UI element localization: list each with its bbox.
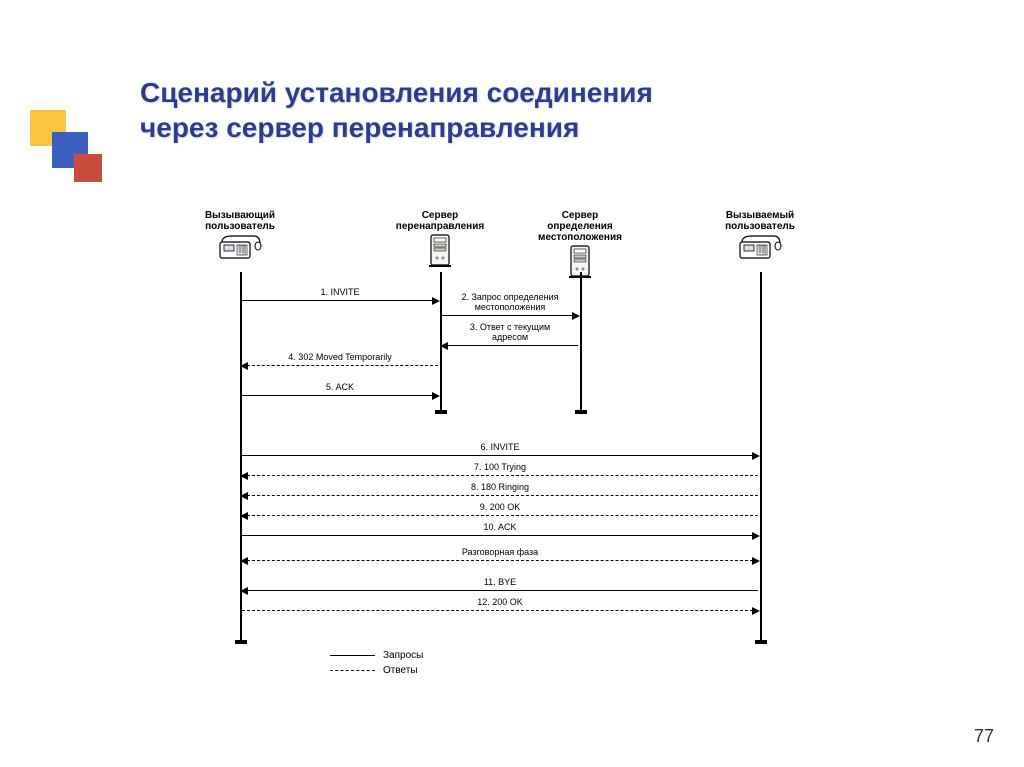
participant-label: Серверперенаправления <box>380 210 500 232</box>
arrow-head-icon <box>752 557 760 565</box>
lifeline <box>760 272 762 640</box>
arrow-head-icon <box>240 472 248 480</box>
message-label: 8. 180 Ringing <box>469 483 531 493</box>
message-arrow <box>242 300 438 301</box>
message-arrow <box>242 475 758 476</box>
phone-icon <box>700 234 820 263</box>
arrow-head-icon <box>240 362 248 370</box>
message-label: 3. Ответ с текущимадресом <box>468 323 552 343</box>
legend: Запросы Ответы <box>330 650 423 676</box>
slide-title: Сценарий установления соединения через с… <box>140 75 653 145</box>
message-arrow <box>242 365 438 366</box>
message-label: 2. Запрос определенияместоположения <box>459 293 560 313</box>
message-arrow <box>242 395 438 396</box>
message-label: 1. INVITE <box>318 288 361 298</box>
arrow-head-icon <box>240 492 248 500</box>
participant-label: Вызываемыйпользователь <box>700 210 820 232</box>
arrow-head-icon <box>432 297 440 305</box>
arrow-head-icon <box>240 587 248 595</box>
message-arrow <box>442 345 578 346</box>
lifeline <box>580 272 582 410</box>
message-label: 4. 302 Moved Temporarily <box>286 353 393 363</box>
message-label: 11. BYE <box>482 578 518 588</box>
participant-label: Вызывающийпользователь <box>180 210 300 232</box>
slide: Сценарий установления соединения через с… <box>0 0 1024 767</box>
slide-logo <box>30 110 110 190</box>
arrow-head-icon <box>572 312 580 320</box>
arrow-head-icon <box>440 342 448 350</box>
server-icon <box>380 234 500 271</box>
message-arrow <box>242 535 758 536</box>
title-line-1: Сценарий установления соединения <box>140 77 653 108</box>
arrow-head-icon <box>752 452 760 460</box>
message-label: 6. INVITE <box>478 443 521 453</box>
message-arrow <box>242 495 758 496</box>
arrow-head-icon <box>752 607 760 615</box>
arrow-head-icon <box>240 512 248 520</box>
message-arrow <box>242 455 758 456</box>
lifeline <box>440 272 442 410</box>
message-label: 5. ACK <box>324 383 356 393</box>
legend-responses: Ответы <box>330 665 423 676</box>
message-label: 7. 100 Trying <box>472 463 528 473</box>
message-arrow <box>242 515 758 516</box>
message-arrow <box>242 610 758 611</box>
title-line-2: через сервер перенаправления <box>140 112 579 143</box>
message-label: 10. ACK <box>481 523 518 533</box>
message-arrow <box>242 560 758 561</box>
lifeline-end <box>435 410 447 414</box>
message-arrow <box>242 590 758 591</box>
message-label: 12. 200 OK <box>475 598 525 608</box>
participant-callee: Вызываемыйпользователь <box>700 210 820 263</box>
arrow-head-icon <box>240 557 248 565</box>
message-arrow <box>442 315 578 316</box>
lifeline-end <box>235 640 247 644</box>
phone-icon <box>180 234 300 263</box>
arrow-head-icon <box>752 532 760 540</box>
sequence-diagram: Вызывающийпользователь Серверперенаправле… <box>170 210 850 680</box>
participant-label: Серверопределенияместоположения <box>520 210 640 243</box>
lifeline <box>240 272 242 640</box>
page-number: 77 <box>974 726 994 747</box>
message-label: Разговорная фаза <box>460 548 540 558</box>
legend-requests: Запросы <box>330 650 423 661</box>
participant-redirect: Серверперенаправления <box>380 210 500 271</box>
lifeline-end <box>575 410 587 414</box>
arrow-head-icon <box>432 392 440 400</box>
message-label: 9. 200 OK <box>478 503 523 513</box>
participant-caller: Вызывающийпользователь <box>180 210 300 263</box>
lifeline-end <box>755 640 767 644</box>
